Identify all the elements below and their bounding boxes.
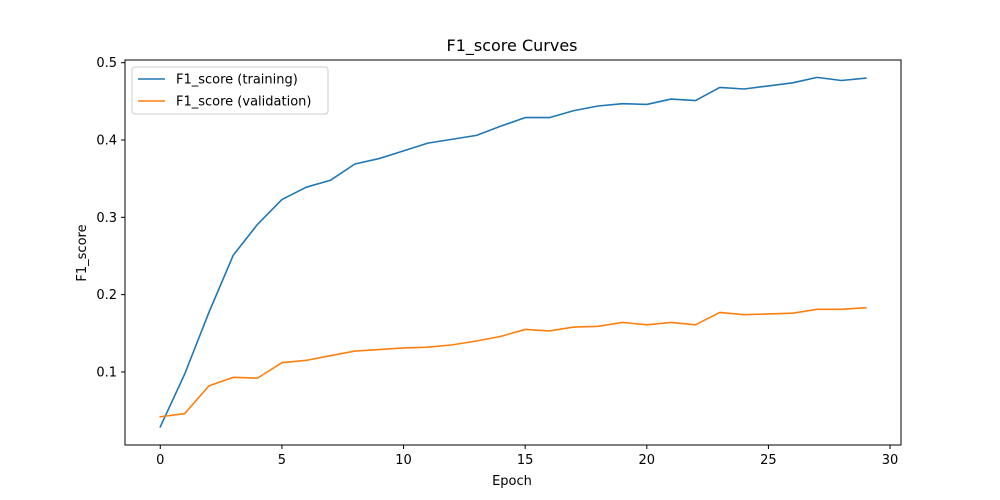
y-tick-label: 0.3: [96, 211, 117, 226]
x-tick-label: 15: [517, 453, 534, 468]
y-axis-title: F1_score: [75, 224, 90, 281]
legend-box: [131, 66, 329, 115]
chart-title: F1_score Curves: [447, 36, 578, 56]
series-line-training: [159, 76, 867, 428]
series-layer: [159, 76, 867, 428]
x-tick-label: 20: [639, 453, 656, 468]
y-tick-label: 0.4: [96, 134, 117, 149]
x-axis-title: Epoch: [492, 474, 532, 489]
x-axis: 0 5 10 15 20 25 30: [156, 445, 898, 468]
legend-label: F1_score (training): [176, 73, 298, 88]
plot-frame: [124, 59, 902, 446]
legend: F1_score (training) F1_score (validation): [131, 66, 329, 115]
x-tick-label: 30: [882, 453, 899, 468]
y-tick-label: 0.2: [96, 288, 117, 303]
legend-label: F1_score (validation): [176, 95, 311, 110]
x-tick-label: 10: [395, 453, 412, 468]
y-tick-label: 0.1: [96, 365, 117, 380]
series-line-validation: [159, 306, 867, 418]
x-tick-label: 25: [760, 453, 777, 468]
x-tick-label: 5: [278, 453, 286, 468]
y-axis: 0.1 0.2 0.3 0.4 0.5: [96, 56, 125, 380]
y-tick-label: 0.5: [96, 56, 117, 71]
x-tick-label: 0: [156, 453, 164, 468]
